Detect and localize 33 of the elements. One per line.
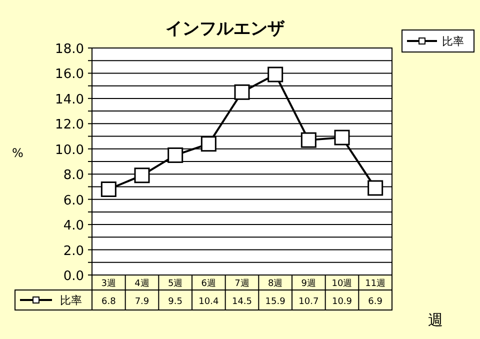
data-label: 10.9 [332, 297, 352, 307]
data-label: 9.5 [168, 297, 182, 307]
legend-label: 比率 [442, 35, 464, 48]
y-tick-label: 14.0 [55, 92, 84, 108]
x-tick-label: 7週 [234, 278, 250, 289]
y-tick-label: 0.0 [63, 269, 84, 284]
x-tick-label: 8週 [268, 278, 283, 289]
data-label: 6.9 [368, 297, 383, 307]
y-axis-title: % [12, 146, 24, 160]
text: 比率 [60, 294, 82, 307]
y-tick-label: 4.0 [63, 218, 84, 234]
y-tick-label: 8.0 [63, 168, 84, 184]
x-tick-label: 11週 [365, 278, 386, 289]
data-label: 6.8 [102, 297, 116, 307]
y-tick-label: 6.0 [63, 193, 84, 208]
x-tick-label: 3週 [101, 278, 116, 289]
y-tick-label: 12.0 [55, 118, 84, 133]
x-tick-label: 4週 [134, 278, 150, 289]
data-label: 10.4 [198, 297, 219, 307]
data-label: 7.9 [134, 297, 150, 307]
y-tick-label: 16.0 [55, 67, 84, 82]
x-axis-title: 週 [428, 311, 443, 329]
x-tick-label: 6週 [201, 278, 216, 289]
x-tick-label: 10週 [332, 278, 352, 289]
x-tick-label: 5週 [168, 278, 183, 289]
y-tick-label: 2.0 [63, 244, 84, 259]
y-tick-label: 10.0 [55, 142, 84, 158]
y-tick-label: 18.0 [55, 42, 84, 57]
chart-title: インフルエンザ [166, 19, 286, 39]
data-label: 10.7 [298, 297, 319, 307]
data-label: 14.5 [232, 297, 252, 307]
data-label: 15.9 [265, 297, 286, 307]
x-tick-label: 9週 [301, 278, 316, 289]
